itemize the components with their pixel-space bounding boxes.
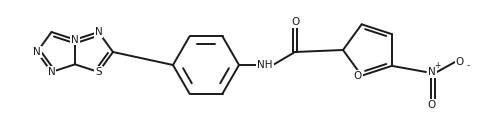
- Text: +: +: [434, 61, 440, 69]
- Text: O: O: [353, 71, 362, 81]
- Text: S: S: [95, 67, 102, 77]
- Text: N: N: [71, 35, 79, 45]
- Text: N: N: [48, 67, 55, 77]
- Text: O: O: [291, 17, 299, 27]
- Text: N: N: [428, 67, 436, 77]
- Text: -: -: [466, 61, 470, 70]
- Text: O: O: [428, 100, 436, 110]
- Text: NH: NH: [257, 60, 273, 70]
- Text: O: O: [456, 57, 464, 67]
- Text: N: N: [33, 47, 41, 57]
- Text: N: N: [95, 27, 103, 37]
